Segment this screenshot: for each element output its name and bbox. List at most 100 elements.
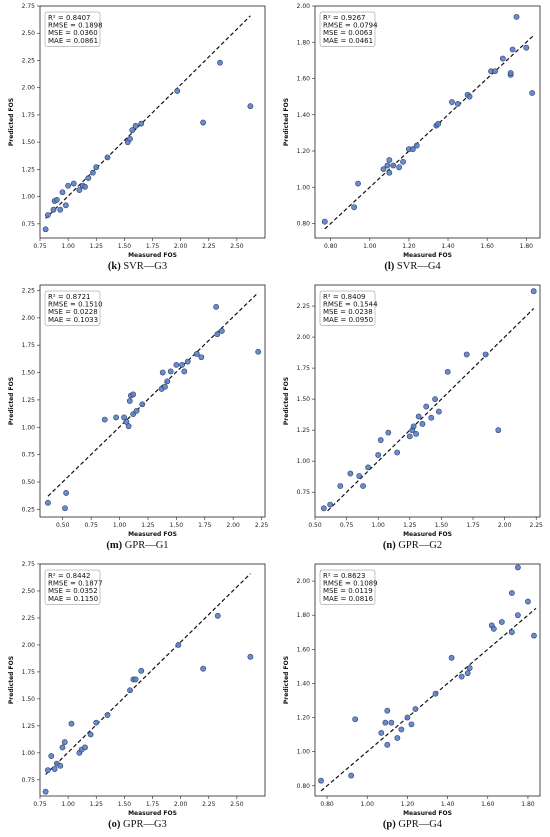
- data-point: [318, 777, 324, 784]
- x-tick-label: 1.00: [363, 243, 377, 250]
- y-tick-label: 1.50: [297, 396, 311, 403]
- data-point: [413, 430, 420, 437]
- y-tick-label: 2.00: [22, 315, 36, 322]
- x-tick-label: 1.00: [372, 522, 386, 529]
- data-point: [247, 103, 254, 110]
- y-tick-label: 0.75: [297, 489, 311, 496]
- data-point: [61, 739, 68, 745]
- x-axis-label: Measured FOS: [128, 252, 177, 259]
- data-point: [321, 218, 328, 225]
- data-point: [133, 407, 140, 414]
- panel-caption: (o) GPR—G3: [108, 819, 167, 830]
- data-point: [435, 408, 442, 415]
- data-point: [482, 351, 489, 358]
- x-axis-label: Measured FOS: [403, 810, 452, 817]
- data-point: [159, 369, 166, 376]
- y-tick-label: 1.00: [22, 194, 36, 201]
- metrics-box: [44, 11, 101, 47]
- metric-text: MAE = 0.0461: [323, 37, 373, 45]
- metric-text: R² = 0.9267: [323, 14, 365, 22]
- scatter-chart: 0.50 0.75 1.00 1.25 1.50 1.75 2.00 2.25 0.25 0.50…: [8, 284, 268, 551]
- data-point: [428, 414, 435, 421]
- y-tick-label: 1.75: [22, 342, 36, 349]
- data-point: [523, 44, 530, 51]
- fit-line: [324, 34, 535, 230]
- data-point: [57, 206, 64, 213]
- x-tick-label: 0.75: [33, 801, 47, 808]
- x-tick-label: 2.00: [227, 522, 241, 529]
- y-tick-label: 2.50: [22, 588, 36, 595]
- fit-line: [45, 15, 251, 219]
- data-point: [173, 361, 180, 368]
- x-tick-label: 1.40: [441, 243, 455, 250]
- data-point: [492, 68, 498, 75]
- metric-text: MSE = 0.0352: [48, 587, 98, 595]
- y-tick-label: 1.60: [297, 76, 311, 83]
- y-tick-label: 0.25: [22, 506, 36, 513]
- y-tick-label: 1.25: [297, 427, 311, 434]
- data-point: [415, 413, 422, 420]
- data-point: [378, 729, 385, 736]
- y-tick-label: 1.20: [297, 715, 311, 722]
- data-point: [104, 154, 111, 161]
- data-point: [466, 93, 473, 100]
- data-point: [394, 449, 401, 456]
- panel-letter: (k): [108, 261, 121, 272]
- x-axis-label: Measured FOS: [128, 531, 177, 538]
- y-tick-label: 1.40: [297, 112, 311, 119]
- panel-caption: (n) GPR—G2: [383, 540, 442, 551]
- data-point: [138, 120, 145, 127]
- data-point: [419, 421, 426, 427]
- y-tick-label: 1.75: [22, 112, 36, 119]
- x-tick-label: 1.60: [480, 243, 494, 250]
- data-point: [53, 196, 60, 203]
- x-axis-label: Measured FOS: [403, 531, 452, 538]
- y-axis-label: Predicted FOS: [8, 377, 15, 425]
- x-tick-label: 1.75: [146, 801, 160, 808]
- fit-line: [327, 308, 535, 512]
- data-point: [214, 612, 221, 619]
- y-tick-label: 1.20: [297, 148, 311, 155]
- x-tick-label: 1.80: [520, 243, 534, 250]
- y-tick-label: 1.40: [297, 680, 311, 687]
- metric-text: MSE = 0.0119: [323, 587, 373, 595]
- data-point: [365, 464, 371, 471]
- y-tick-label: 1.25: [22, 723, 36, 730]
- data-point: [463, 351, 470, 358]
- data-point: [423, 403, 430, 410]
- chart-panel: 0.80 1.00 1.20 1.40 1.60 1.80 0.80 1.00 1.20 1.40…: [275, 558, 550, 837]
- y-tick-label: 2.00: [297, 334, 311, 341]
- data-point: [101, 416, 108, 423]
- y-tick-label: 1.80: [297, 39, 311, 46]
- data-point: [50, 206, 57, 213]
- data-point: [139, 401, 146, 408]
- data-point: [351, 204, 358, 211]
- scatter-chart: 0.80 1.00 1.20 1.40 1.60 1.80 0.80 1.00 1.20 1.40…: [283, 563, 541, 830]
- y-tick-label: 1.00: [297, 458, 311, 465]
- fit-line: [47, 292, 259, 497]
- y-tick-label: 2.25: [22, 615, 36, 622]
- data-point: [394, 735, 401, 741]
- data-point: [375, 452, 382, 458]
- data-point: [396, 164, 403, 171]
- x-tick-label: 1.80: [521, 801, 535, 808]
- x-axis-label: Measured FOS: [128, 810, 177, 817]
- y-tick-label: 1.75: [22, 669, 36, 676]
- y-tick-label: 1.00: [22, 750, 36, 757]
- data-point: [213, 303, 220, 310]
- data-point: [454, 100, 461, 107]
- panel-letter: (l): [384, 261, 394, 272]
- panel-letter: (m): [106, 540, 122, 551]
- data-point: [181, 368, 188, 375]
- x-tick-label: 2.00: [174, 243, 188, 250]
- data-point: [448, 654, 455, 661]
- panel-caption-text: GPR—G2: [398, 540, 442, 551]
- data-point: [198, 354, 205, 361]
- panel-caption-text: SVR—G3: [123, 261, 167, 272]
- data-point: [62, 202, 69, 209]
- data-point: [410, 423, 417, 430]
- y-tick-label: 1.25: [22, 397, 36, 404]
- y-tick-label: 2.75: [22, 3, 36, 10]
- data-point: [531, 632, 537, 639]
- panel-caption: (m) GPR—G1: [106, 540, 168, 551]
